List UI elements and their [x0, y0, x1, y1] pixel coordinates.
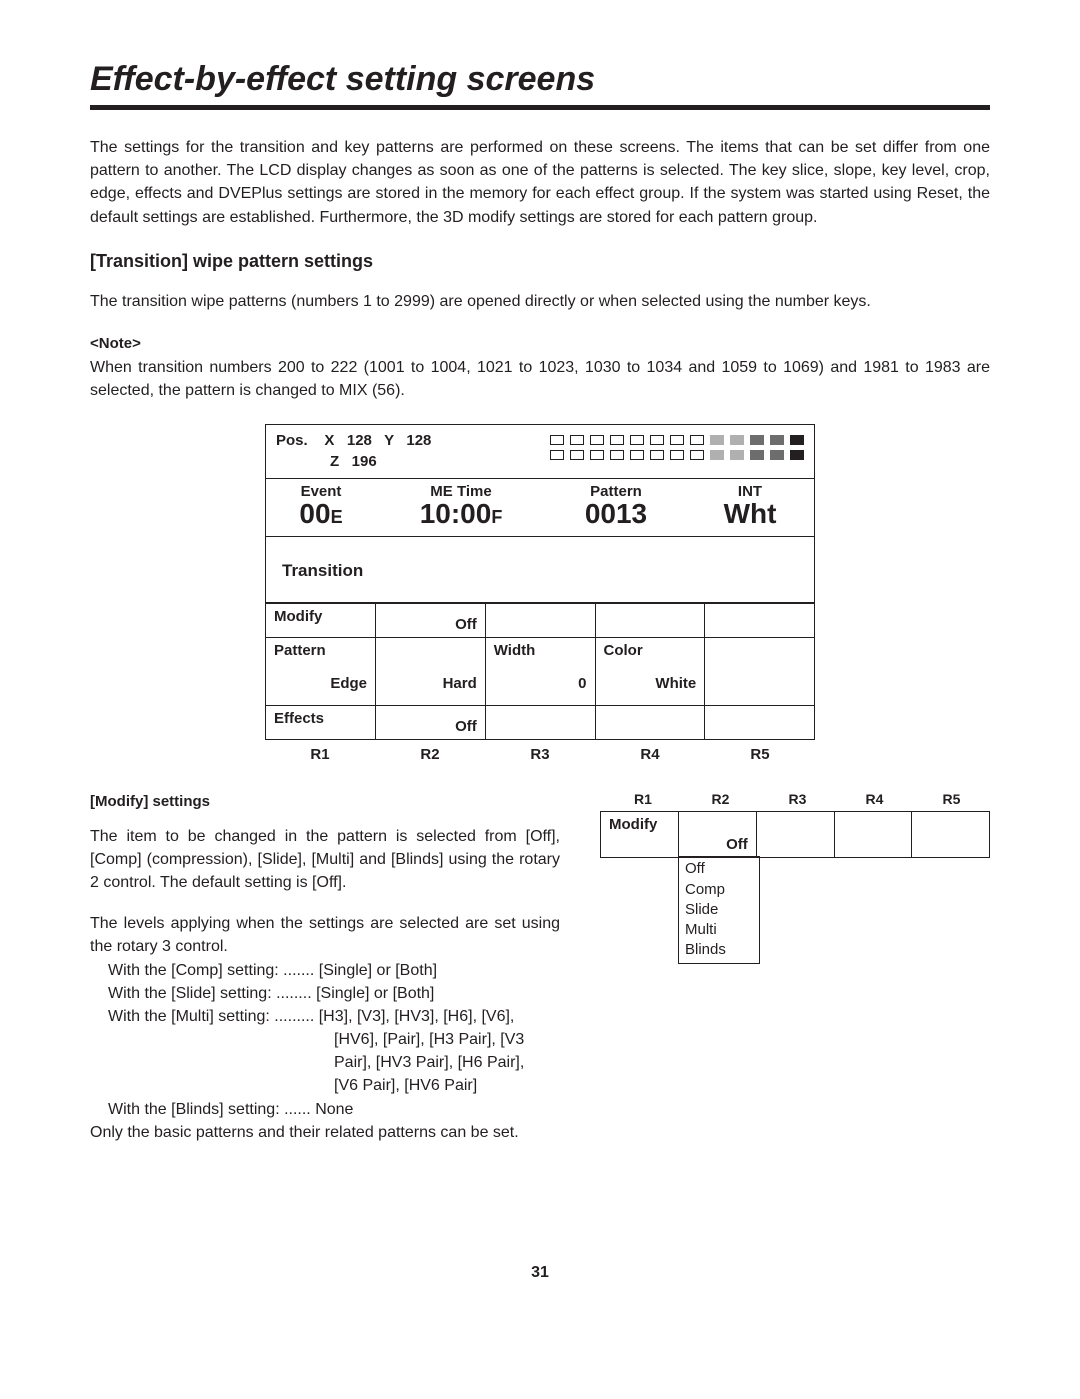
modify-line: [V6 Pair], [HV6 Pair] — [90, 1074, 560, 1097]
table-row: Modify Off — [601, 811, 990, 857]
status-int: INT Wht — [686, 483, 814, 528]
list-item[interactable]: Multi — [685, 920, 753, 940]
table-row: Pattern Width Color — [266, 637, 815, 671]
modify-line: [HV6], [Pair], [H3 Pair], [V3 — [90, 1028, 560, 1051]
page-title: Effect-by-effect setting screens — [90, 60, 990, 99]
page-number: 31 — [90, 1264, 990, 1282]
page: Effect-by-effect setting screens The set… — [0, 0, 1080, 1322]
modify-p3: Only the basic patterns and their relate… — [90, 1121, 560, 1144]
list-item[interactable]: Comp — [685, 880, 753, 900]
modify-line: With the [Multi] setting: ......... [H3]… — [90, 1005, 560, 1028]
lcd-settings-table: Modify Off Pattern Width Color Edge Hard… — [265, 603, 815, 740]
modify-section: [Modify] settings The item to be changed… — [90, 791, 990, 1144]
modify-p2: The levels applying when the settings ar… — [90, 912, 560, 958]
list-item[interactable]: Blinds — [685, 940, 753, 960]
intro-paragraph: The settings for the transition and key … — [90, 136, 990, 229]
lcd-top-row: Pos. X 128 Y 128 Z 196 — [265, 424, 815, 479]
status-pattern: Pattern 0013 — [546, 483, 686, 528]
status-event: Event 00E — [266, 483, 376, 528]
lcd-status-row: Event 00E ME Time 10:00F Pattern 0013 IN… — [265, 479, 815, 537]
status-time: ME Time 10:00F — [376, 483, 546, 528]
table-row: Edge Hard 0 White — [266, 671, 815, 705]
level-row — [526, 435, 804, 445]
lcd-position: Pos. X 128 Y 128 Z 196 — [266, 425, 526, 478]
table-row: Modify Off — [266, 603, 815, 637]
pos-line2: Z 196 — [276, 452, 516, 472]
mini-modify-table: Modify Off — [600, 811, 990, 858]
section-text: The transition wipe patterns (numbers 1 … — [90, 290, 990, 313]
modify-p1: The item to be changed in the pattern is… — [90, 825, 560, 895]
title-rule — [90, 105, 990, 110]
lcd-level-indicator — [526, 425, 814, 465]
note-label: <Note> — [90, 335, 990, 352]
modify-line: With the [Slide] setting: ........ [Sing… — [90, 982, 560, 1005]
modify-line: With the [Comp] setting: ....... [Single… — [90, 959, 560, 982]
lcd-panel: Pos. X 128 Y 128 Z 196 Event 00E ME Time — [265, 424, 815, 763]
modify-heading: [Modify] settings — [90, 791, 560, 813]
modify-options-dropdown[interactable]: Off Comp Slide Multi Blinds — [678, 856, 760, 963]
list-item[interactable]: Slide — [685, 900, 753, 920]
level-row — [526, 450, 804, 460]
note-text: When transition numbers 200 to 222 (1001… — [90, 356, 990, 402]
mini-rotary-labels: R1 R2 R3 R4 R5 — [600, 791, 990, 807]
table-row: Effects Off — [266, 705, 815, 739]
lcd-body-label: Transition — [265, 537, 815, 603]
list-item[interactable]: Off — [685, 859, 753, 879]
modify-text-column: [Modify] settings The item to be changed… — [90, 791, 560, 1144]
modify-line: With the [Blinds] setting: ...... None — [90, 1098, 560, 1121]
pos-line1: Pos. X 128 Y 128 — [276, 431, 516, 451]
rotary-labels: R1 R2 R3 R4 R5 — [265, 740, 815, 763]
section-heading: [Transition] wipe pattern settings — [90, 251, 990, 272]
modify-mini-panel: R1 R2 R3 R4 R5 Modify Off Off Comp Slide — [600, 791, 990, 1144]
modify-line: Pair], [HV3 Pair], [H6 Pair], — [90, 1051, 560, 1074]
